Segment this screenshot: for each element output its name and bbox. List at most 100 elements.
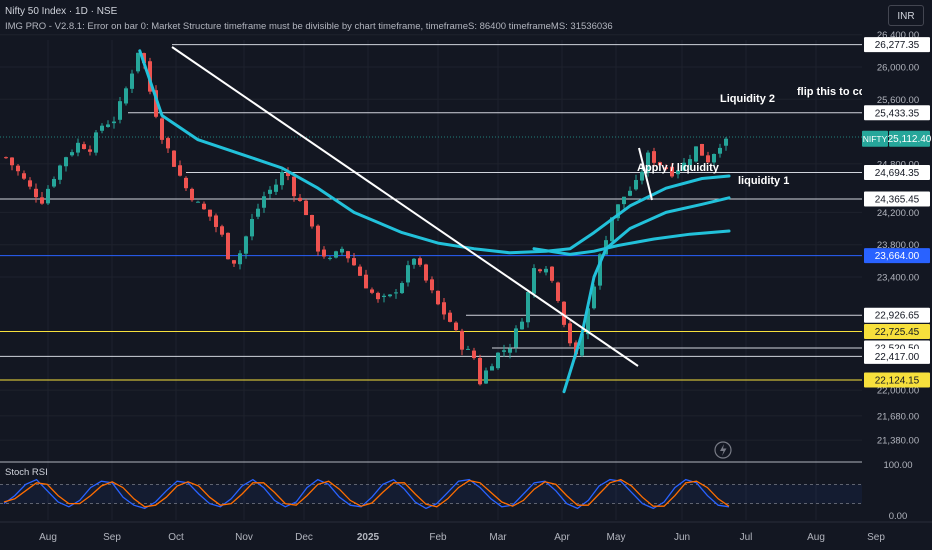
candle-body [568, 323, 572, 344]
currency-button[interactable]: INR [888, 5, 924, 26]
candle-body [454, 322, 458, 331]
candle-body [628, 190, 632, 196]
candle [658, 161, 662, 168]
candle [724, 137, 728, 151]
candle-body [394, 292, 398, 294]
candle-body [550, 266, 554, 281]
candle [76, 138, 80, 157]
candle-body [202, 203, 206, 210]
trendline[interactable] [171, 46, 639, 367]
candle-body [640, 171, 644, 181]
candle-body [724, 138, 728, 146]
price-level-tag [864, 372, 930, 388]
candle-body [118, 101, 122, 120]
candle-body [340, 248, 344, 253]
price-tick-label: 21,680.00 [877, 411, 919, 422]
candle-body [508, 348, 512, 353]
candle-body [184, 177, 188, 189]
candle [136, 52, 140, 74]
candle-body [622, 196, 626, 205]
trendline-small[interactable] [638, 147, 653, 201]
price-tick-label: 23,400.00 [877, 273, 919, 284]
candle [220, 224, 224, 237]
candle [124, 86, 128, 106]
candle [370, 287, 374, 295]
candle-body [322, 249, 326, 257]
candle [106, 120, 110, 128]
candle-body [586, 308, 590, 335]
candle [472, 347, 476, 360]
candle [454, 321, 458, 332]
candle-body [88, 149, 92, 152]
candle [436, 290, 440, 306]
candle [46, 185, 50, 205]
candle-body [502, 350, 506, 352]
candle [352, 252, 356, 266]
candle-body [112, 121, 116, 124]
candle [694, 146, 698, 163]
candle-body [274, 184, 278, 192]
candle-body [448, 312, 452, 322]
candle [4, 156, 8, 159]
price-level-label: 22,725.45 [864, 323, 930, 339]
price-level-label: 22,417.00 [864, 348, 930, 364]
price-tick-label: 22,000.00 [877, 386, 919, 397]
candle-body [100, 125, 104, 131]
candle [538, 268, 542, 274]
candle [196, 200, 200, 203]
candle [412, 258, 416, 269]
price-level-tag [864, 307, 930, 323]
candle [202, 201, 206, 210]
candle [622, 196, 626, 209]
candle-body [424, 264, 428, 281]
candle [310, 214, 314, 229]
candle-body [154, 90, 158, 117]
price-level-label: 24,694.35 [864, 164, 930, 180]
candle-body [532, 268, 536, 294]
candle-body [328, 257, 332, 259]
candle-body [652, 151, 656, 163]
candle-body [214, 215, 218, 227]
candle [244, 235, 248, 259]
candle [430, 276, 434, 294]
symbol-name: NIFTY [863, 134, 888, 144]
candle-body [76, 142, 80, 153]
candle-body [388, 294, 392, 297]
candle-body [400, 283, 404, 294]
candle [256, 203, 260, 220]
candle [52, 176, 56, 188]
candle [334, 250, 338, 259]
candle [172, 150, 176, 167]
ma-line-ma2 [562, 196, 731, 394]
candle [358, 264, 362, 277]
candle [268, 186, 272, 199]
candle [118, 96, 122, 124]
candle [298, 194, 302, 202]
candle-body [514, 328, 518, 348]
candle [376, 291, 380, 303]
price-level-value: 24,365.45 [875, 195, 920, 206]
candle-body [178, 165, 182, 176]
candle-body [592, 286, 596, 309]
candle-body [226, 232, 230, 260]
candle [322, 246, 326, 259]
candle [490, 363, 494, 371]
candle [628, 186, 632, 197]
candle [592, 284, 596, 310]
candle [160, 114, 164, 144]
candle [22, 170, 26, 181]
candle-body [370, 289, 374, 293]
candle [526, 290, 530, 328]
alert-icon[interactable] [714, 441, 732, 459]
ma-line-ma1 [138, 49, 731, 255]
candle-body [472, 350, 476, 359]
candle-body [346, 251, 350, 259]
candle [304, 198, 308, 216]
candle [460, 328, 464, 356]
candle [400, 281, 404, 294]
candle-body [598, 254, 602, 286]
candle [712, 153, 716, 166]
stoch-line-k [3, 478, 730, 510]
candle-body [358, 266, 362, 276]
